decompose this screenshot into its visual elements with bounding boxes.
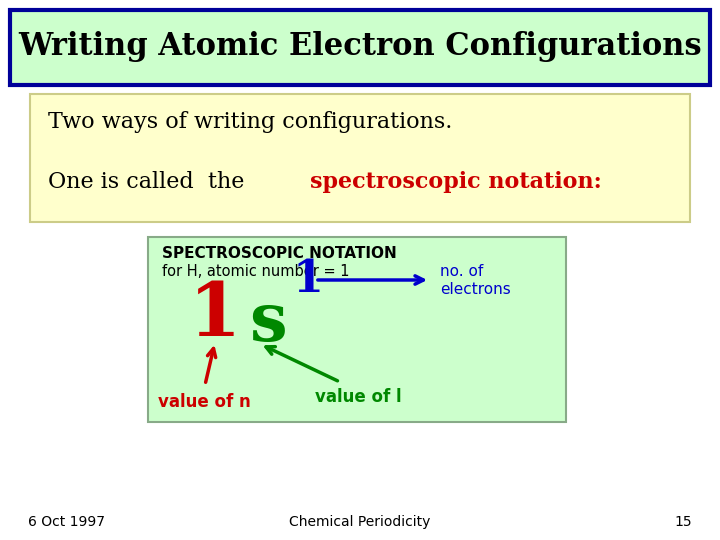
- Text: value of l: value of l: [315, 388, 402, 406]
- Text: spectroscopic notation:: spectroscopic notation:: [310, 171, 602, 193]
- Text: 1: 1: [189, 279, 241, 352]
- FancyBboxPatch shape: [148, 237, 566, 422]
- Text: Chemical Periodicity: Chemical Periodicity: [289, 515, 431, 529]
- Text: s: s: [249, 289, 287, 354]
- Text: value of n: value of n: [158, 393, 251, 411]
- Text: Writing Atomic Electron Configurations: Writing Atomic Electron Configurations: [18, 31, 702, 63]
- Text: 6 Oct 1997: 6 Oct 1997: [28, 515, 105, 529]
- Text: for H, atomic number = 1: for H, atomic number = 1: [162, 265, 349, 280]
- Text: SPECTROSCOPIC NOTATION: SPECTROSCOPIC NOTATION: [162, 246, 397, 260]
- Text: Two ways of writing configurations.: Two ways of writing configurations.: [48, 111, 452, 133]
- Text: 15: 15: [675, 515, 692, 529]
- Text: One is called  the: One is called the: [48, 171, 251, 193]
- FancyBboxPatch shape: [30, 94, 690, 222]
- Text: no. of: no. of: [440, 265, 483, 280]
- Text: 1: 1: [292, 259, 323, 301]
- Text: electrons: electrons: [440, 282, 510, 298]
- FancyBboxPatch shape: [10, 10, 710, 85]
